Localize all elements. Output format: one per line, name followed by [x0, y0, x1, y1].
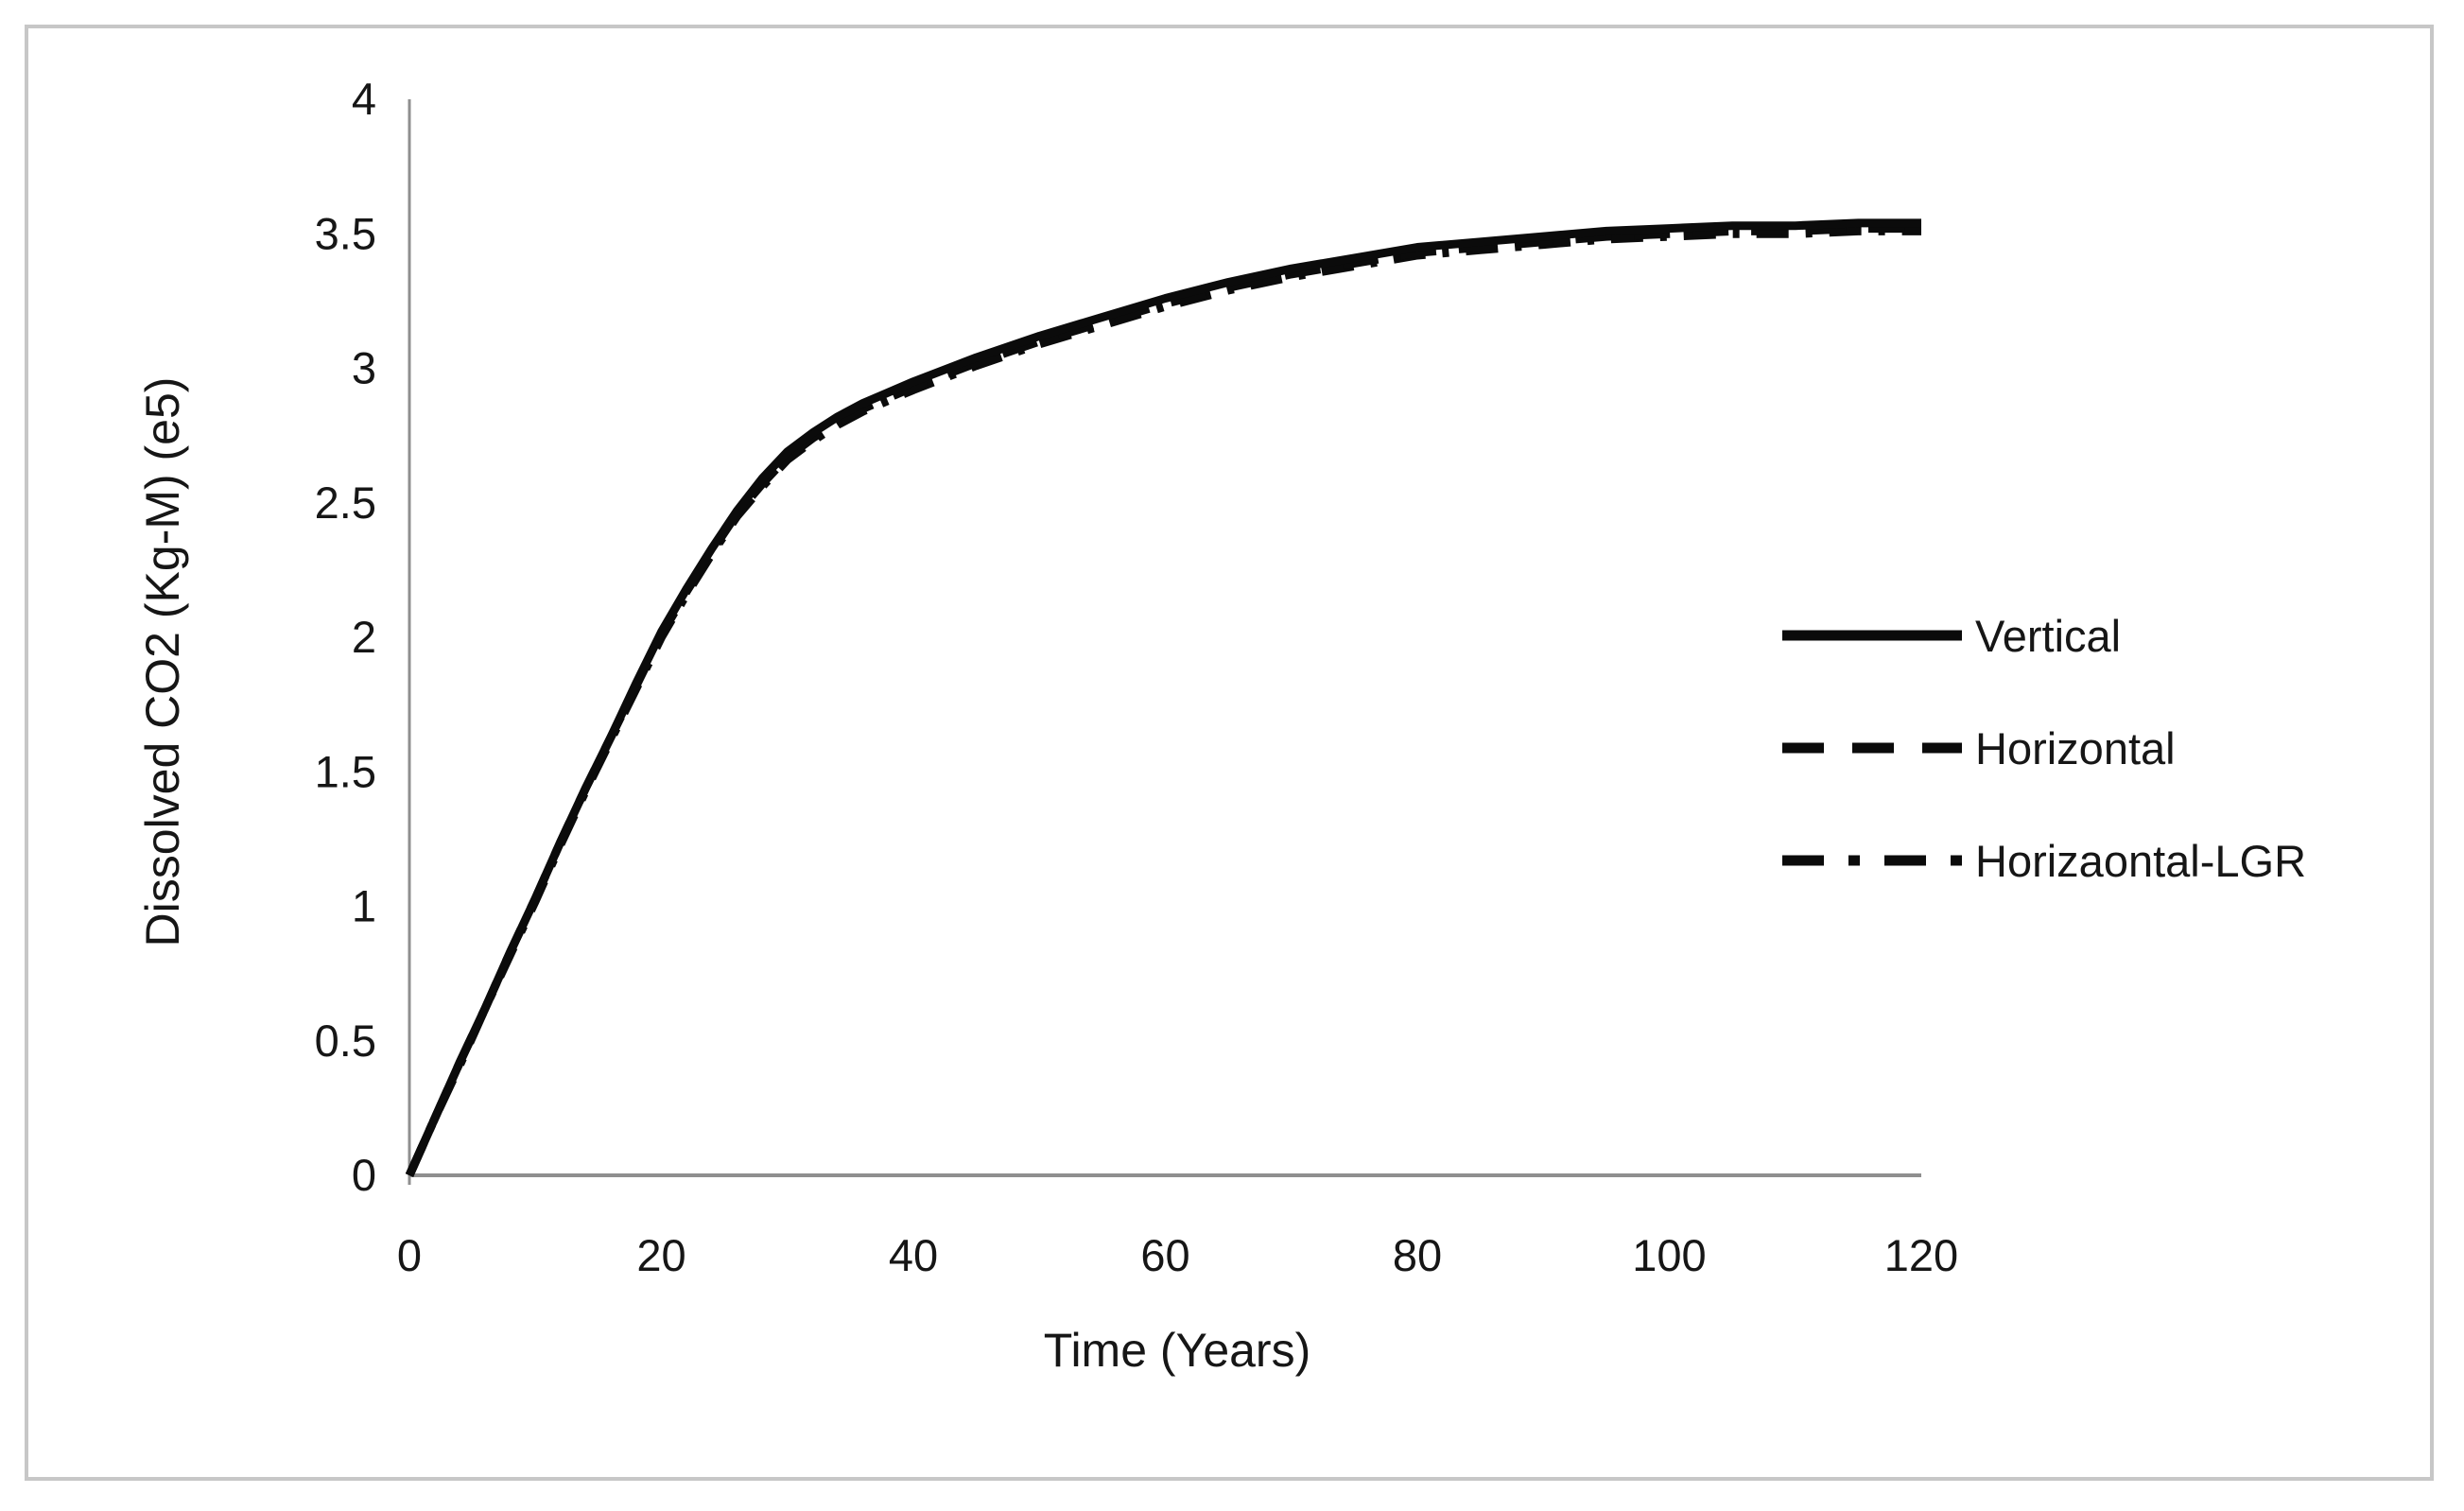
y-tick-label: 2: [352, 612, 376, 662]
x-tick-label: 120: [1884, 1230, 1958, 1280]
x-axis-title: Time (Years): [1043, 1324, 1311, 1377]
legend-label: Horizontal: [1975, 722, 2176, 773]
y-tick-label: 1: [352, 881, 376, 931]
legend-item: Vertical: [1782, 605, 2444, 666]
x-tick-label: 20: [636, 1230, 685, 1280]
figure-border: [25, 25, 2434, 1481]
y-tick-label: 0.5: [315, 1016, 376, 1066]
legend-marker-solid: [1782, 630, 1962, 641]
legend-label: Horizaontal-LGR: [1975, 835, 2307, 886]
x-tick-label: 0: [397, 1230, 422, 1280]
legend-item: Horizaontal-LGR: [1782, 830, 2444, 891]
y-tick-label: 3: [352, 343, 376, 393]
legend-label: Vertical: [1975, 610, 2122, 661]
legend-marker-dashed: [1782, 742, 1962, 754]
y-tick-label: 3.5: [315, 208, 376, 258]
y-tick-label: 1.5: [315, 746, 376, 796]
x-tick-label: 40: [889, 1230, 938, 1280]
x-tick-label: 60: [1140, 1230, 1189, 1280]
series-line-horizontal: [405, 224, 1921, 1177]
legend: Vertical Horizontal Horizaontal-LGR: [1782, 605, 2444, 943]
y-tick-label: 4: [352, 74, 376, 124]
x-tick-label: 100: [1632, 1230, 1706, 1280]
series-line-horizaontal-lgr: [405, 226, 1921, 1177]
y-tick-label: 0: [352, 1150, 376, 1200]
y-tick-label: 2.5: [315, 478, 376, 528]
x-tick-label: 80: [1393, 1230, 1442, 1280]
legend-item: Horizontal: [1782, 718, 2444, 778]
y-axis-title: Dissolved CO2 (Kg-M) (e5): [136, 376, 189, 947]
legend-marker-dash-dot: [1782, 855, 1962, 866]
series-line-vertical: [405, 218, 1921, 1177]
